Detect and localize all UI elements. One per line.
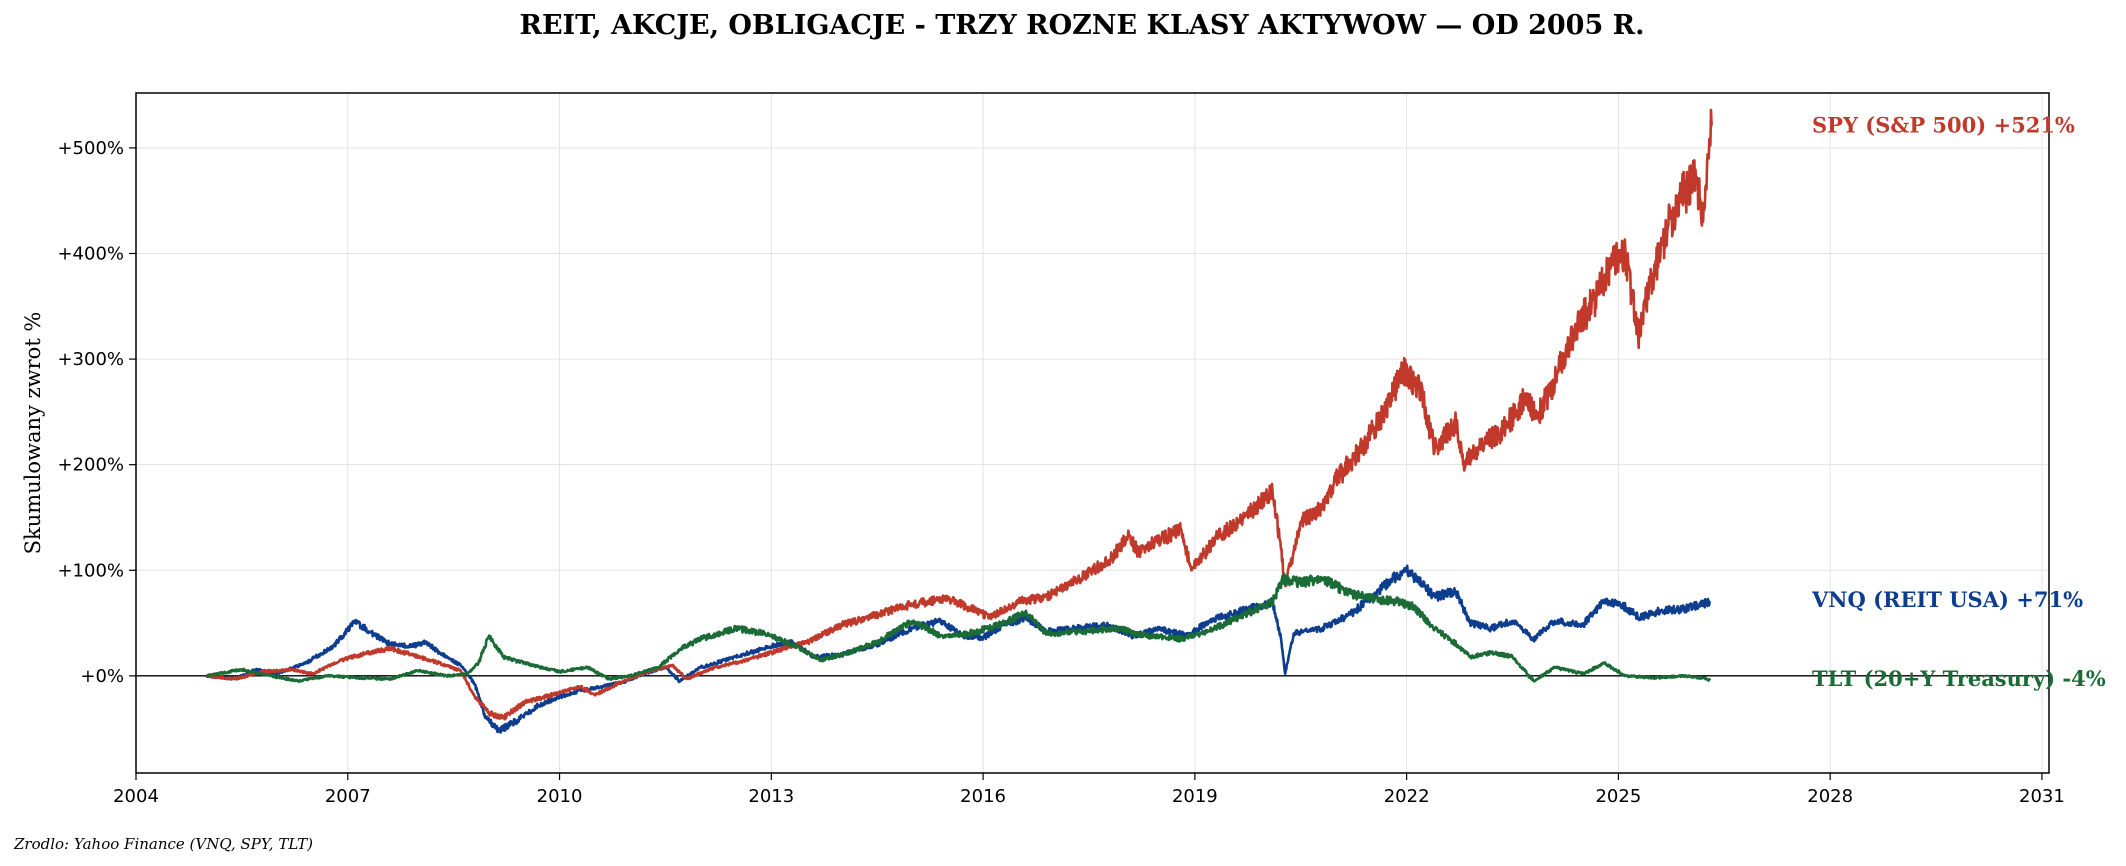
y-tick-label: +500% (57, 138, 124, 159)
y-tick-label: +100% (57, 560, 124, 581)
series-lines (205, 108, 1713, 734)
chart-title: REIT, AKCJE, OBLIGACJE - TRZY ROZNE KLAS… (520, 10, 1645, 41)
y-axis: +0% +100% +200% +300% +400% +500% (57, 138, 136, 687)
series-line-tlt (205, 572, 1712, 684)
series-line-spy (205, 108, 1713, 721)
end-label-vnq: VNQ (REIT USA) +71% (1811, 587, 2083, 612)
x-tick-label: 2022 (1384, 786, 1430, 807)
x-tick-label: 2025 (1595, 786, 1641, 807)
plot-area-frame (135, 92, 2050, 774)
y-tick-label: +400% (57, 243, 124, 264)
y-tick-label: +300% (57, 349, 124, 370)
end-label-spy: SPY (S&P 500) +521% (1812, 113, 2075, 138)
y-axis-label: Skumulowany zwrot % (21, 312, 45, 555)
x-tick-label: 2019 (1172, 786, 1218, 807)
x-tick-label: 2010 (537, 786, 583, 807)
x-tick-label: 2007 (325, 786, 371, 807)
end-label-tlt: TLT (20+Y Treasury) -4% (1812, 666, 2106, 691)
series-end-labels: VNQ (REIT USA) +71% SPY (S&P 500) +521% TL… (1811, 113, 2106, 691)
x-tick-label: 2004 (113, 786, 159, 807)
x-axis: 2004 2007 2010 2013 2016 2019 2022 2025 2028 2031 (113, 773, 2065, 807)
source-note: Zrodlo: Yahoo Finance (VNQ, SPY, TLT) (13, 835, 313, 853)
series-line-vnq (205, 564, 1712, 734)
x-tick-label: 2013 (748, 786, 794, 807)
x-tick-label: 2016 (960, 786, 1006, 807)
x-tick-label: 2028 (1807, 786, 1853, 807)
y-tick-label: +0% (80, 666, 124, 687)
y-tick-label: +200% (57, 455, 124, 476)
x-tick-label: 2031 (2019, 786, 2065, 807)
